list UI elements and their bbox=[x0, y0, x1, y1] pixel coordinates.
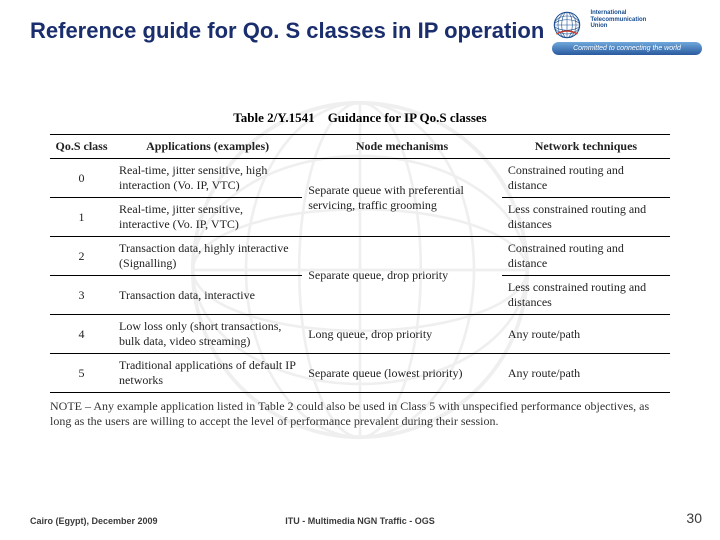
note-label: NOTE bbox=[50, 399, 82, 413]
cell-net: Constrained routing and distance bbox=[502, 237, 670, 276]
table-row: 2Transaction data, highly interactive (S… bbox=[50, 237, 670, 276]
cell-class: 4 bbox=[50, 315, 113, 354]
itu-text-l3: Union bbox=[590, 23, 607, 29]
qos-table-region: Table 2/Y.1541 Guidance for IP Qo.S clas… bbox=[50, 110, 670, 429]
footer-left: Cairo (Egypt), December 2009 bbox=[30, 516, 158, 526]
cell-net: Any route/path bbox=[502, 315, 670, 354]
caption-text: Guidance for IP Qo.S classes bbox=[328, 110, 487, 125]
itu-globe-icon bbox=[552, 10, 582, 40]
itu-text-l2: Telecommunication bbox=[590, 17, 646, 23]
cell-net: Less constrained routing and distances bbox=[502, 276, 670, 315]
table-header-row: Qo.S class Applications (examples) Node … bbox=[50, 135, 670, 159]
cell-app: Low loss only (short transactions, bulk … bbox=[113, 315, 302, 354]
table-caption: Table 2/Y.1541 Guidance for IP Qo.S clas… bbox=[50, 110, 670, 126]
cell-app: Traditional applications of default IP n… bbox=[113, 354, 302, 393]
cell-app: Transaction data, interactive bbox=[113, 276, 302, 315]
cell-node: Long queue, drop priority bbox=[302, 315, 502, 354]
cell-net: Less constrained routing and distances bbox=[502, 198, 670, 237]
cell-app: Transaction data, highly interactive (Si… bbox=[113, 237, 302, 276]
note-text: – Any example application listed in Tabl… bbox=[50, 399, 649, 428]
col-class: Qo.S class bbox=[50, 135, 113, 159]
cell-class: 5 bbox=[50, 354, 113, 393]
cell-node: Separate queue, drop priority bbox=[302, 237, 502, 315]
footer-center: ITU - Multimedia NGN Traffic - OGS bbox=[285, 516, 435, 526]
cell-class: 1 bbox=[50, 198, 113, 237]
cell-class: 2 bbox=[50, 237, 113, 276]
cell-class: 3 bbox=[50, 276, 113, 315]
cell-net: Constrained routing and distance bbox=[502, 159, 670, 198]
cell-node: Separate queue with preferential servici… bbox=[302, 159, 502, 237]
cell-class: 0 bbox=[50, 159, 113, 198]
cell-app: Real-time, jitter sensitive, interactive… bbox=[113, 198, 302, 237]
page-title: Reference guide for Qo. S classes in IP … bbox=[30, 18, 550, 44]
table-row: 4Low loss only (short transactions, bulk… bbox=[50, 315, 670, 354]
col-app: Applications (examples) bbox=[113, 135, 302, 159]
table-note: NOTE – Any example application listed in… bbox=[50, 399, 670, 429]
cell-app: Real-time, jitter sensitive, high intera… bbox=[113, 159, 302, 198]
table-row: 0Real-time, jitter sensitive, high inter… bbox=[50, 159, 670, 198]
table-row: 5Traditional applications of default IP … bbox=[50, 354, 670, 393]
itu-text-l1: International bbox=[590, 10, 626, 16]
caption-label: Table 2/Y.1541 bbox=[233, 110, 314, 125]
itu-ribbon: Committed to connecting the world bbox=[552, 42, 702, 55]
col-net: Network techniques bbox=[502, 135, 670, 159]
cell-node: Separate queue (lowest priority) bbox=[302, 354, 502, 393]
itu-logo: International Telecommunication Union Co… bbox=[552, 10, 702, 55]
col-node: Node mechanisms bbox=[302, 135, 502, 159]
itu-logo-text: International Telecommunication Union bbox=[590, 10, 646, 30]
cell-net: Any route/path bbox=[502, 354, 670, 393]
qos-table: Qo.S class Applications (examples) Node … bbox=[50, 134, 670, 393]
footer-page-number: 30 bbox=[686, 510, 702, 526]
